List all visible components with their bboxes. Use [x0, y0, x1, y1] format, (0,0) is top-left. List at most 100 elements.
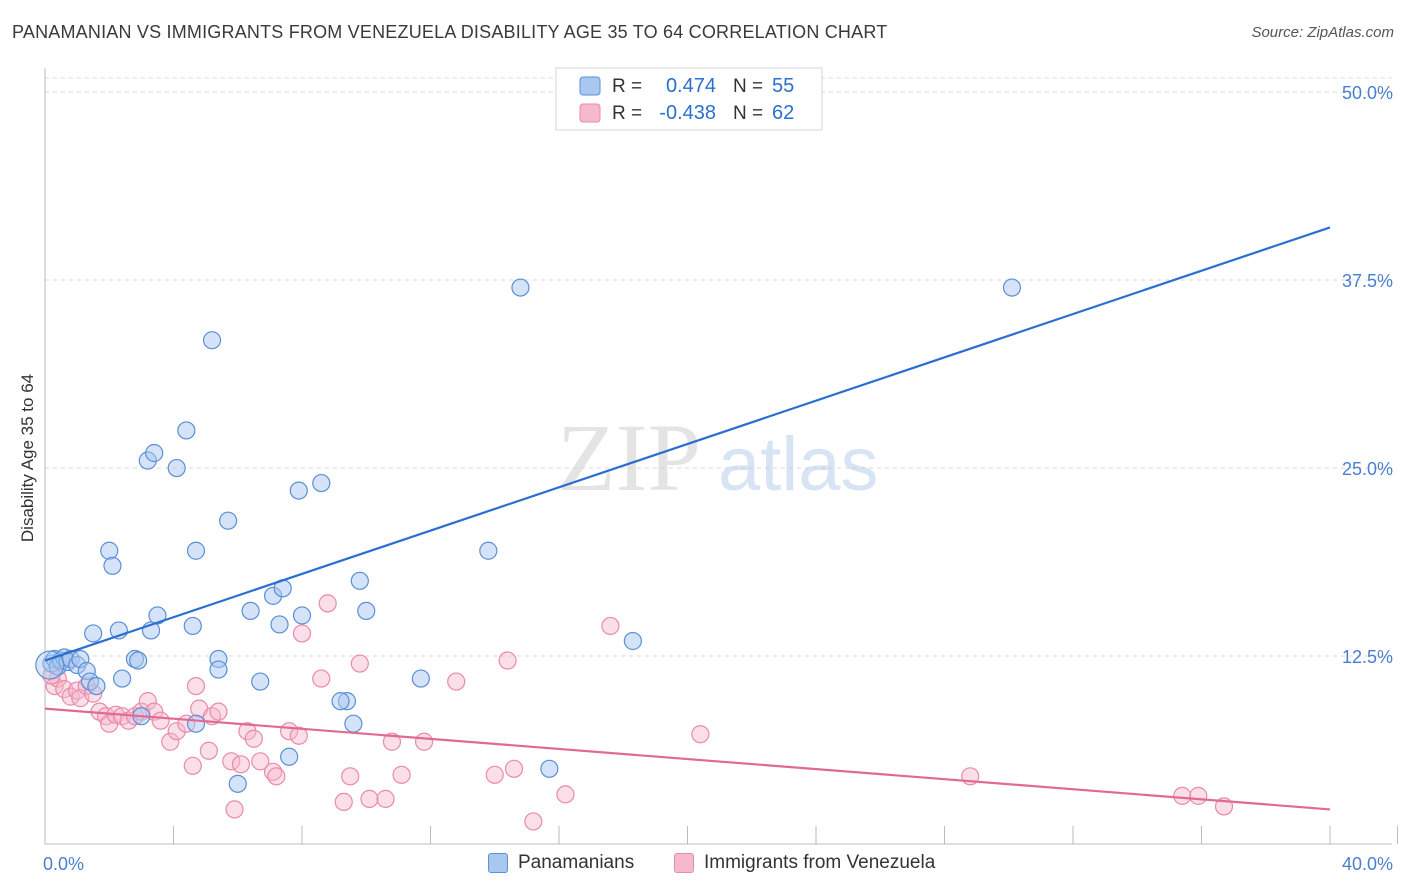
panamanian-point	[202, 331, 222, 350]
venezuela-point	[209, 702, 228, 721]
legend-item-venezuela: Immigrants from Venezuela	[674, 852, 935, 874]
legend-n-label-2: N =	[733, 103, 763, 124]
panamanian-point	[228, 774, 247, 793]
venezuela-point	[267, 767, 286, 786]
panamanian-point	[177, 421, 196, 440]
venezuela-point	[524, 812, 543, 831]
panamanian-point	[87, 676, 106, 696]
venezuela-point	[186, 676, 206, 696]
legend-n-value-1: 55	[772, 75, 794, 97]
venezuela-point	[312, 669, 331, 688]
venezuela-point	[498, 651, 517, 670]
panamanian-point	[183, 616, 202, 636]
venezuela-point	[251, 752, 270, 771]
venezuela-point	[318, 594, 337, 613]
panamanian-point	[292, 606, 312, 625]
panamanian-point	[148, 606, 167, 625]
venezuela-point	[199, 741, 218, 760]
y-tick-label: 37.5%	[1342, 271, 1393, 291]
panamanian-point	[331, 692, 350, 711]
panamanian-point	[103, 556, 122, 575]
venezuela-point	[292, 624, 312, 643]
y-tick-label: 50.0%	[1342, 83, 1393, 103]
panamanian-point	[289, 481, 308, 500]
venezuela-point	[392, 765, 411, 784]
venezuela-point	[244, 729, 263, 748]
venezuela-point	[167, 722, 186, 741]
panamanian-point	[167, 458, 186, 478]
venezuela-point	[414, 732, 434, 751]
watermark: ZIP atlas	[557, 404, 879, 511]
panamanian-point	[540, 759, 559, 778]
panamanian-point	[479, 541, 498, 560]
panamanian-point	[209, 660, 228, 679]
panamanian-point	[186, 541, 206, 560]
y-axis-title: Disability Age 35 to 64	[18, 374, 37, 542]
venezuela-points	[42, 594, 1234, 831]
venezuela-point	[231, 755, 251, 774]
chart-title: PANAMANIAN VS IMMIGRANTS FROM VENEZUELA …	[12, 22, 888, 42]
panamanian-point	[270, 615, 289, 634]
panamanian-point	[186, 714, 206, 733]
panamanian-point	[280, 747, 299, 766]
panamanian-trend-line	[44, 226, 1331, 662]
panamanian-point	[344, 714, 363, 733]
venezuela-trend-line	[44, 707, 1331, 811]
panamanian-point	[112, 669, 132, 688]
venezuela-point	[691, 725, 710, 744]
panamanian-point	[357, 601, 376, 621]
legend-swatch-panamanians	[488, 853, 508, 873]
panamanian-point	[241, 601, 260, 621]
panamanian-point	[411, 669, 430, 688]
venezuela-point	[601, 616, 620, 636]
watermark-zip: ZIP	[557, 404, 701, 511]
panamanian-point	[145, 443, 164, 463]
grid-layer	[45, 77, 1392, 657]
source-label: Source: ZipAtlas.com	[1251, 24, 1394, 41]
legend-label-panamanians: Panamanians	[518, 852, 635, 873]
panamanian-point	[219, 511, 238, 530]
legend-n-label-1: N =	[733, 76, 763, 97]
legend-label-venezuela: Immigrants from Venezuela	[704, 852, 936, 873]
venezuela-point	[225, 800, 244, 819]
venezuela-point	[289, 726, 308, 745]
legend-swatch-blue	[579, 76, 601, 96]
y-tick-label: 12.5%	[1342, 647, 1393, 667]
panamanian-point	[350, 571, 369, 590]
panamanian-point-cluster	[35, 650, 65, 680]
panamanian-point	[129, 651, 148, 670]
venezuela-point	[350, 654, 369, 673]
panamanian-point	[84, 624, 103, 643]
trend-lines	[44, 226, 1331, 811]
venezuela-point	[447, 672, 466, 691]
venezuela-point	[1189, 786, 1208, 805]
legend-r-label-1: R =	[612, 76, 642, 97]
panamanian-point	[623, 631, 642, 651]
panamanian-point	[100, 541, 119, 560]
x-tick-label-max: 40.0%	[1342, 854, 1393, 874]
venezuela-point	[485, 765, 504, 784]
venezuela-point	[341, 767, 360, 786]
legend-r-value-2: -0.438	[659, 102, 716, 124]
legend-item-panamanians: Panamanians	[488, 852, 634, 874]
panamanian-point	[251, 672, 270, 691]
legend-n-value-2: 62	[772, 102, 794, 124]
venezuela-point	[556, 785, 575, 804]
venezuela-point	[376, 789, 395, 808]
x-tick-label-min: 0.0%	[43, 854, 84, 874]
panamanian-point	[1002, 278, 1022, 297]
legend-r-value-1: 0.474	[666, 75, 716, 97]
y-axis-title-group: Disability Age 35 to 64	[18, 374, 37, 542]
legend-swatch-venezuela	[674, 853, 694, 873]
series-legend: Panamanians Immigrants from Venezuela	[0, 852, 1406, 878]
venezuela-point	[334, 792, 353, 811]
venezuela-point	[504, 759, 524, 778]
venezuela-point	[360, 789, 379, 808]
venezuela-point	[183, 756, 202, 775]
panamanian-point	[312, 473, 331, 493]
legend-swatch-pink	[579, 103, 601, 123]
venezuela-point	[138, 692, 157, 711]
watermark-atlas: atlas	[718, 422, 879, 507]
venezuela-point	[238, 722, 257, 741]
